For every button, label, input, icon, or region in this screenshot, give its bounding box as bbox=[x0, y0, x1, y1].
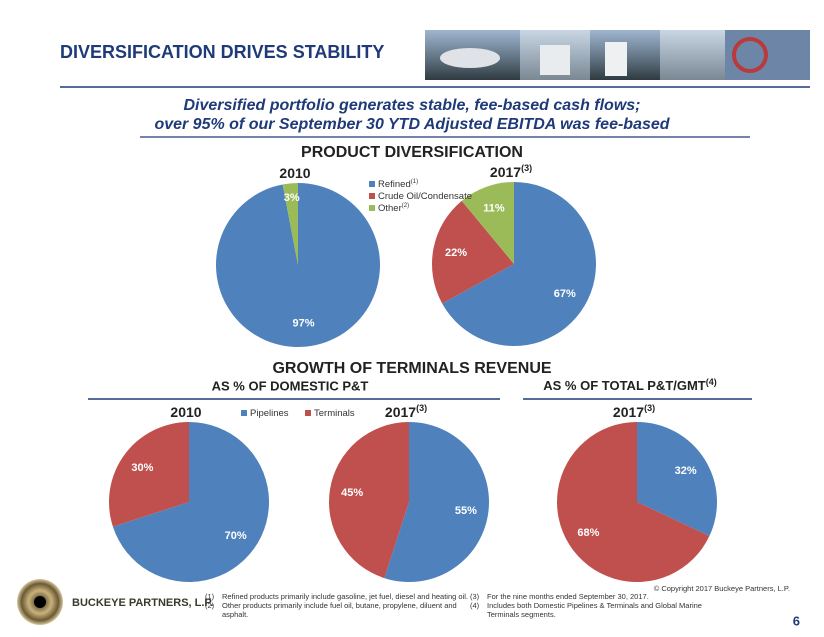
footnote-ref: (3) bbox=[644, 403, 655, 413]
pie-slice bbox=[442, 182, 596, 347]
pie-slice bbox=[112, 422, 269, 582]
company-name: BUCKEYE PARTNERS, L.P. bbox=[72, 597, 213, 609]
legend-text: Other bbox=[378, 203, 402, 214]
footnote-text: Other products primarily include fuel oi… bbox=[222, 601, 457, 610]
pie-title: 2017(3) bbox=[613, 403, 655, 419]
pie-slice bbox=[109, 422, 189, 527]
pie-slice bbox=[282, 183, 298, 265]
legend-swatch bbox=[305, 410, 311, 416]
legend-text: Pipelines bbox=[250, 408, 289, 419]
legend-swatch bbox=[369, 205, 375, 211]
footnote-number: (2) bbox=[205, 601, 215, 610]
pie-slice bbox=[384, 422, 489, 583]
legend-label: Crude Oil/Condensate bbox=[378, 191, 472, 202]
copyright: © Copyright 2017 Buckeye Partners, L.P. bbox=[654, 584, 790, 593]
data-label: 67% bbox=[554, 288, 576, 300]
section-title: GROWTH OF TERMINALS REVENUE bbox=[272, 360, 551, 377]
footnote-number: (4) bbox=[470, 601, 480, 610]
data-label: 68% bbox=[577, 527, 599, 539]
legend-text: Crude Oil/Condensate bbox=[378, 191, 472, 202]
pie-title: 2017(3) bbox=[490, 163, 532, 179]
pie-title-text: 2017 bbox=[490, 164, 521, 180]
legend-label: Pipelines bbox=[250, 408, 289, 419]
pie-slice bbox=[461, 182, 514, 264]
pie-slice bbox=[431, 200, 514, 304]
pie-slice bbox=[329, 422, 409, 579]
legend-label: Terminals bbox=[314, 408, 355, 419]
data-label: 70% bbox=[225, 530, 247, 542]
data-label: 32% bbox=[675, 465, 697, 477]
footnote-ref: (3) bbox=[521, 163, 532, 173]
section-subtitle: AS % OF DOMESTIC P&T bbox=[212, 378, 369, 393]
pie-title-text: 2017 bbox=[613, 404, 644, 420]
legend-text: Terminals bbox=[314, 408, 355, 419]
data-label: 45% bbox=[341, 487, 363, 499]
subtitle-line: over 95% of our September 30 YTD Adjuste… bbox=[154, 116, 670, 133]
slide-title: DIVERSIFICATION DRIVES STABILITY bbox=[60, 42, 384, 62]
pie-title: 2010 bbox=[170, 404, 201, 420]
footnote-text: Refined products primarily include gasol… bbox=[222, 592, 468, 601]
pie-title-text: 2017 bbox=[385, 404, 416, 420]
subtitle-line: Diversified portfolio generates stable, … bbox=[183, 97, 640, 114]
photo-strip bbox=[425, 30, 810, 80]
footnote-number: (1) bbox=[205, 592, 215, 601]
legend-label: Refined(1) bbox=[378, 179, 418, 190]
legend-text: Refined bbox=[378, 179, 411, 190]
footer: BUCKEYE PARTNERS, L.P. © Copyright 2017 … bbox=[17, 579, 800, 628]
footnote-text: asphalt. bbox=[222, 610, 248, 619]
section-subtitle-text: AS % OF TOTAL P&T/GMT bbox=[543, 378, 706, 393]
footnote-ref: (2) bbox=[402, 203, 409, 209]
footnote-text: Includes both Domestic Pipelines & Termi… bbox=[487, 601, 702, 610]
pie-slice bbox=[215, 183, 380, 347]
data-label: 3% bbox=[284, 192, 300, 204]
legend-label: Other(2) bbox=[378, 203, 409, 214]
data-label: 22% bbox=[445, 247, 467, 259]
pie-title: 2017(3) bbox=[385, 403, 427, 419]
section-title: PRODUCT DIVERSIFICATION bbox=[301, 144, 523, 161]
footnote-ref: (3) bbox=[416, 403, 427, 413]
pie-slice bbox=[557, 422, 710, 582]
legend-swatch bbox=[369, 181, 375, 187]
footnote-number: (3) bbox=[470, 592, 480, 601]
footnote-text: For the nine months ended September 30, … bbox=[487, 592, 649, 601]
data-label: 55% bbox=[455, 505, 477, 517]
legend-swatch bbox=[241, 410, 247, 416]
data-label: 30% bbox=[131, 462, 153, 474]
footnote-text: Terminals segments. bbox=[487, 610, 556, 619]
footnote-ref: (4) bbox=[706, 377, 717, 387]
data-label: 97% bbox=[293, 318, 315, 330]
pie-title-text: 2010 bbox=[170, 404, 201, 420]
footnote-ref: (1) bbox=[411, 179, 418, 185]
pie-title: 2010 bbox=[279, 165, 310, 181]
pie-slice bbox=[637, 421, 717, 537]
page-number: 6 bbox=[793, 613, 800, 628]
legend-swatch bbox=[369, 193, 375, 199]
section-subtitle: AS % OF TOTAL P&T/GMT(4) bbox=[543, 377, 717, 393]
data-label: 11% bbox=[483, 202, 505, 214]
pie-title-text: 2010 bbox=[279, 165, 310, 181]
